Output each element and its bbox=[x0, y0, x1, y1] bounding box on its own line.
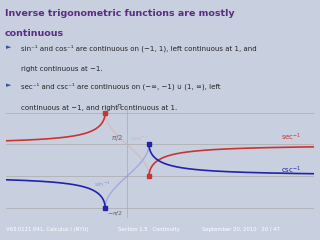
Text: Section 1.5   Continuity: Section 1.5 Continuity bbox=[118, 227, 180, 232]
Text: continuous: continuous bbox=[5, 29, 64, 38]
Text: $\mathrm{sec}^{-1}$: $\mathrm{sec}^{-1}$ bbox=[281, 132, 301, 143]
Text: $\pi/2$: $\pi/2$ bbox=[111, 133, 123, 143]
Text: ►: ► bbox=[6, 44, 11, 50]
Text: right continuous at −1.: right continuous at −1. bbox=[21, 66, 102, 72]
Text: $\mathrm{cos}^{-1}$: $\mathrm{cos}^{-1}$ bbox=[130, 133, 148, 143]
Text: sec⁻¹ and csc⁻¹ are continuous on (−∞, −1) ∪ (1, ∞), left: sec⁻¹ and csc⁻¹ are continuous on (−∞, −… bbox=[21, 83, 220, 90]
Text: September 20, 2010   20 / 47: September 20, 2010 20 / 47 bbox=[202, 227, 280, 232]
Text: $\mathrm{sin}^{-1}$: $\mathrm{sin}^{-1}$ bbox=[94, 180, 111, 189]
Text: Inverse trigonometric functions are mostly: Inverse trigonometric functions are most… bbox=[5, 9, 235, 18]
Text: $-\pi/2$: $-\pi/2$ bbox=[107, 209, 123, 217]
Text: continuous at −1, and right continuous at 1.: continuous at −1, and right continuous a… bbox=[21, 105, 177, 111]
Text: $\mathrm{csc}^{-1}$: $\mathrm{csc}^{-1}$ bbox=[281, 164, 301, 176]
Text: ►: ► bbox=[6, 83, 11, 89]
Text: $\pi$: $\pi$ bbox=[116, 102, 123, 111]
Text: sin⁻¹ and cos⁻¹ are continuous on (−1, 1), left continuous at 1, and: sin⁻¹ and cos⁻¹ are continuous on (−1, 1… bbox=[21, 44, 256, 52]
Text: V63.0121.041, Calculus I (NYU): V63.0121.041, Calculus I (NYU) bbox=[6, 227, 89, 232]
